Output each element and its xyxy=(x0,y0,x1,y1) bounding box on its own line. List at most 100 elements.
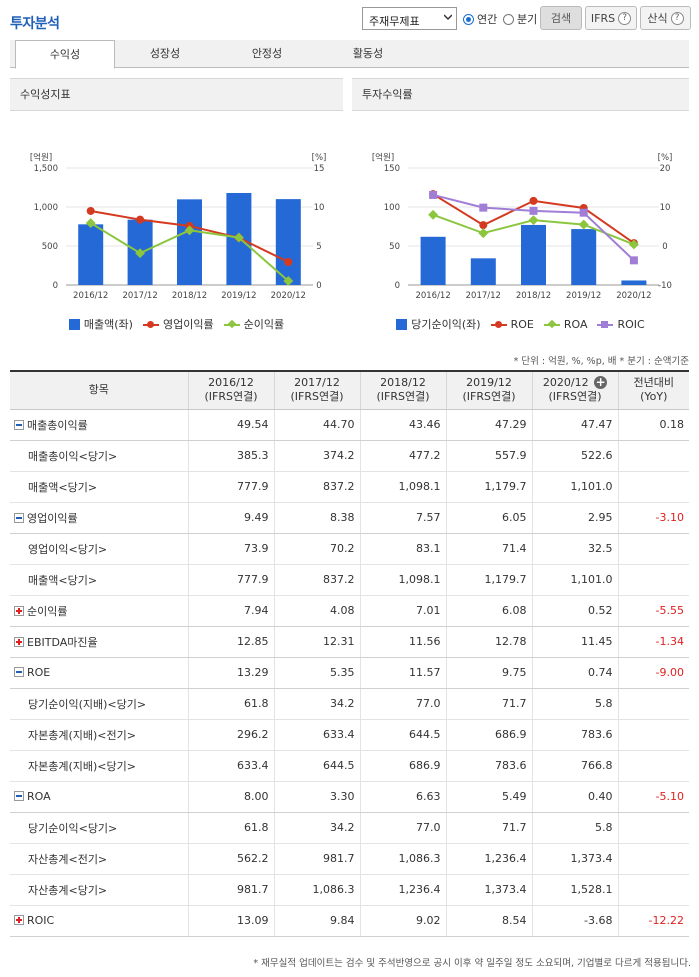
line-marker xyxy=(136,215,145,224)
tab-profitability[interactable]: 수익성 xyxy=(15,40,115,69)
table-row[interactable]: 매출총이익률 49.54 44.70 43.46 47.29 47.47 0.18 xyxy=(10,409,689,441)
value-cell: 1,101.0 xyxy=(531,564,618,596)
expand-icon[interactable] xyxy=(14,915,24,925)
add-column-icon[interactable]: + xyxy=(594,375,608,390)
line-marker xyxy=(284,257,293,266)
formula-help-button[interactable]: 산식 ? xyxy=(640,6,691,30)
bar xyxy=(275,199,301,285)
table-row[interactable]: 영업이익률 9.49 8.38 7.57 6.05 2.95 -3.10 xyxy=(10,502,689,534)
bar xyxy=(420,236,446,285)
search-button[interactable]: 검색 xyxy=(540,6,582,30)
row-label-cell: 매출액<당기> xyxy=(10,471,188,503)
value-cell: 12.78 xyxy=(445,626,532,658)
ifrs-help-button[interactable]: IFRS ? xyxy=(585,6,637,30)
radio-annual-dot[interactable] xyxy=(463,13,474,25)
legend-label: ROA xyxy=(563,317,588,331)
yoy-cell: -12.22 xyxy=(617,905,689,937)
right-tick-label: 20 xyxy=(660,164,671,174)
legend-line-swatch xyxy=(223,319,240,329)
table-row: 자본총계(지배)<당기> 633.4 644.5 686.9 783.6 766.8 xyxy=(10,750,689,782)
line-marker xyxy=(529,206,538,215)
unit-note: * 단위 : 억원, %, %p, 배 * 분기 : 순액기준 xyxy=(513,356,689,367)
row-label-cell: 매출총이익<당기> xyxy=(10,440,188,472)
value-cell: 1,373.4 xyxy=(445,874,532,906)
right-tick-label: 5 xyxy=(316,242,321,252)
legend-line-swatch xyxy=(597,320,614,329)
value-cell: 633.4 xyxy=(187,750,274,782)
bar xyxy=(571,229,597,285)
tab-growth[interactable]: 성장성 xyxy=(149,47,181,60)
legend-item[interactable]: 당기순이익(좌) xyxy=(396,316,481,332)
yoy-cell xyxy=(617,719,689,751)
value-cell: 8.38 xyxy=(273,502,360,534)
value-cell: -3.68 xyxy=(531,905,618,937)
value-cell: 32.5 xyxy=(531,533,618,565)
row-label: 당기순이익<당기> xyxy=(28,821,118,835)
legend-item[interactable]: 매출액(좌) xyxy=(68,316,133,332)
statement-select[interactable]: 주재무제표 xyxy=(362,7,457,30)
table-row[interactable]: EBITDA마진율 12.85 12.31 11.56 12.78 11.45 -1.34 xyxy=(10,626,689,658)
basis-label: (IFRS연결) xyxy=(462,390,516,404)
value-cell: 3.30 xyxy=(273,781,360,813)
value-cell: 5.35 xyxy=(273,657,360,689)
value-cell: 0.52 xyxy=(531,595,618,627)
row-label-cell: ROIC xyxy=(10,905,188,937)
radio-quarter[interactable]: 분기 xyxy=(503,11,537,27)
table-row[interactable]: 순이익률 7.94 4.08 7.01 6.08 0.52 -5.55 xyxy=(10,595,689,627)
expand-icon[interactable] xyxy=(14,605,24,616)
left-tick-label: 100 xyxy=(384,203,400,213)
legend-item[interactable]: 순이익률 xyxy=(223,316,284,332)
line-marker xyxy=(85,218,96,229)
table-row: 자산총계<전기> 562.2 981.7 1,086.3 1,236.4 1,373.4 xyxy=(10,843,689,875)
tab-activity[interactable]: 활동성 xyxy=(352,47,384,60)
collapse-icon[interactable] xyxy=(14,512,24,523)
yoy-cell: -5.55 xyxy=(617,595,689,627)
value-cell: 83.1 xyxy=(359,533,446,565)
table-row[interactable]: ROA 8.00 3.30 6.63 5.49 0.40 -5.10 xyxy=(10,781,689,813)
footnote: * 재무실적 업데이트는 검수 및 주석반영으로 공시 이후 약 일주일 정도 … xyxy=(253,958,691,969)
table-row[interactable]: ROE 13.29 5.35 11.57 9.75 0.74 -9.00 xyxy=(10,657,689,689)
row-label: ROIC xyxy=(27,914,55,927)
collapse-icon[interactable] xyxy=(14,419,24,430)
value-cell: 5.8 xyxy=(531,688,618,720)
line-marker xyxy=(479,221,488,230)
line-marker xyxy=(428,209,439,220)
line-marker xyxy=(86,206,95,215)
legend-item[interactable]: ROIC xyxy=(597,316,645,332)
radio-quarter-dot[interactable] xyxy=(503,13,514,25)
left-axis-unit: [억원] xyxy=(372,152,394,163)
header-item: 항목 xyxy=(10,370,188,410)
value-cell: 61.8 xyxy=(187,812,274,844)
basis-label: (IFRS연결) xyxy=(548,390,602,404)
value-cell: 13.09 xyxy=(187,905,274,937)
radio-annual[interactable]: 연간 xyxy=(463,11,497,27)
left-tick-label: 1,000 xyxy=(34,203,58,213)
investment-return-chart: [억원] [%] 150 20 100 10 50 0 0 -10 2016/12 2017/12 20… xyxy=(372,152,673,301)
value-cell: 7.94 xyxy=(187,595,274,627)
table-row[interactable]: ROIC 13.09 9.84 9.02 8.54 -3.68 -12.22 xyxy=(10,905,689,937)
legend-item[interactable]: ROE xyxy=(490,316,534,332)
legend-item[interactable]: 영업이익률 xyxy=(142,316,214,332)
row-label-cell: 자산총계<당기> xyxy=(10,874,188,906)
row-label: 순이익률 xyxy=(27,604,68,618)
value-cell: 8.00 xyxy=(187,781,274,813)
row-label: 자본총계(지배)<당기> xyxy=(28,759,136,773)
statement-select-value: 주재무제표 xyxy=(369,15,420,28)
right-tick-label: 0 xyxy=(316,281,321,291)
row-label: 영업이익<당기> xyxy=(28,542,108,556)
value-cell: 9.49 xyxy=(187,502,274,534)
legend-line-swatch xyxy=(543,319,560,329)
legend-label: 매출액(좌) xyxy=(83,318,133,331)
collapse-icon[interactable] xyxy=(14,791,24,801)
header-period: 2019/12 (IFRS연결) xyxy=(445,370,532,410)
question-icon: ? xyxy=(670,11,684,25)
value-cell: 9.02 xyxy=(359,905,446,937)
row-label-cell: 당기순이익<당기> xyxy=(10,812,188,844)
legend-item[interactable]: ROA xyxy=(543,316,588,332)
page-title: 투자분석 xyxy=(10,16,60,32)
tab-stability[interactable]: 안정성 xyxy=(251,47,283,60)
expand-icon[interactable] xyxy=(14,636,24,647)
period-label: 2017/12 xyxy=(294,376,340,390)
value-cell: 12.85 xyxy=(187,626,274,658)
collapse-icon[interactable] xyxy=(14,667,24,677)
